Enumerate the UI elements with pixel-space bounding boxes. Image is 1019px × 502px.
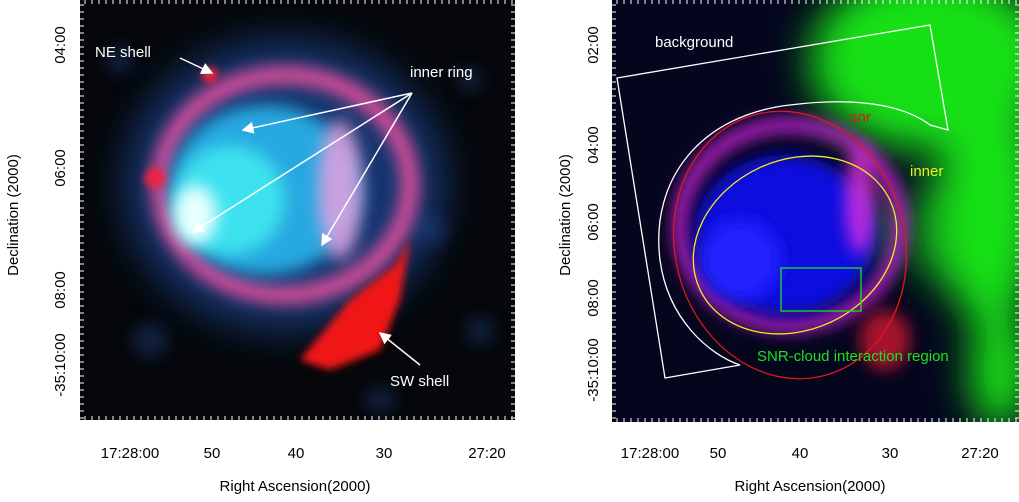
y-tick-label: 08:00	[585, 279, 602, 317]
annotation: background	[655, 34, 733, 51]
annotation: NE shell	[95, 44, 151, 61]
annotation: inner ring	[410, 64, 473, 81]
x-tick-label: 30	[882, 445, 899, 462]
y-tick-label: 06:00	[585, 203, 602, 241]
annotation: SW shell	[390, 373, 449, 390]
figure: NE shell inner ring SW shell background …	[0, 0, 1019, 497]
x-tick-label: 27:20	[961, 445, 999, 462]
x-tick-label: 40	[792, 445, 809, 462]
right-image	[612, 0, 1019, 430]
left-image	[80, 0, 515, 420]
x-axis-label: Right Ascension(2000)	[735, 478, 886, 495]
annotation: inner	[910, 163, 943, 180]
x-tick-label: 27:20	[468, 445, 506, 462]
y-tick-label: 02:00	[585, 26, 602, 64]
y-tick-label: 04:00	[585, 126, 602, 164]
x-tick-label: 17:28:00	[621, 445, 679, 462]
y-tick-label: -35:10:00	[52, 333, 69, 396]
x-tick-label: 50	[204, 445, 221, 462]
x-tick-label: 17:28:00	[101, 445, 159, 462]
annotation: snr	[850, 109, 871, 126]
x-tick-label: 40	[288, 445, 305, 462]
y-axis-label: Declination (2000)	[557, 154, 574, 276]
y-tick-label: -35:10:00	[585, 338, 602, 401]
y-axis-label: Declination (2000)	[5, 154, 22, 276]
y-tick-label: 08:00	[52, 271, 69, 309]
y-tick-label: 04:00	[52, 26, 69, 64]
y-tick-label: 06:00	[52, 149, 69, 187]
x-tick-label: 50	[710, 445, 727, 462]
annotation: SNR-cloud interaction region	[757, 348, 949, 365]
x-axis-label: Right Ascension(2000)	[220, 478, 371, 495]
page: {"panels":[ {"x_axis_label":"Right Ascen…	[0, 0, 1019, 497]
x-tick-label: 30	[376, 445, 393, 462]
